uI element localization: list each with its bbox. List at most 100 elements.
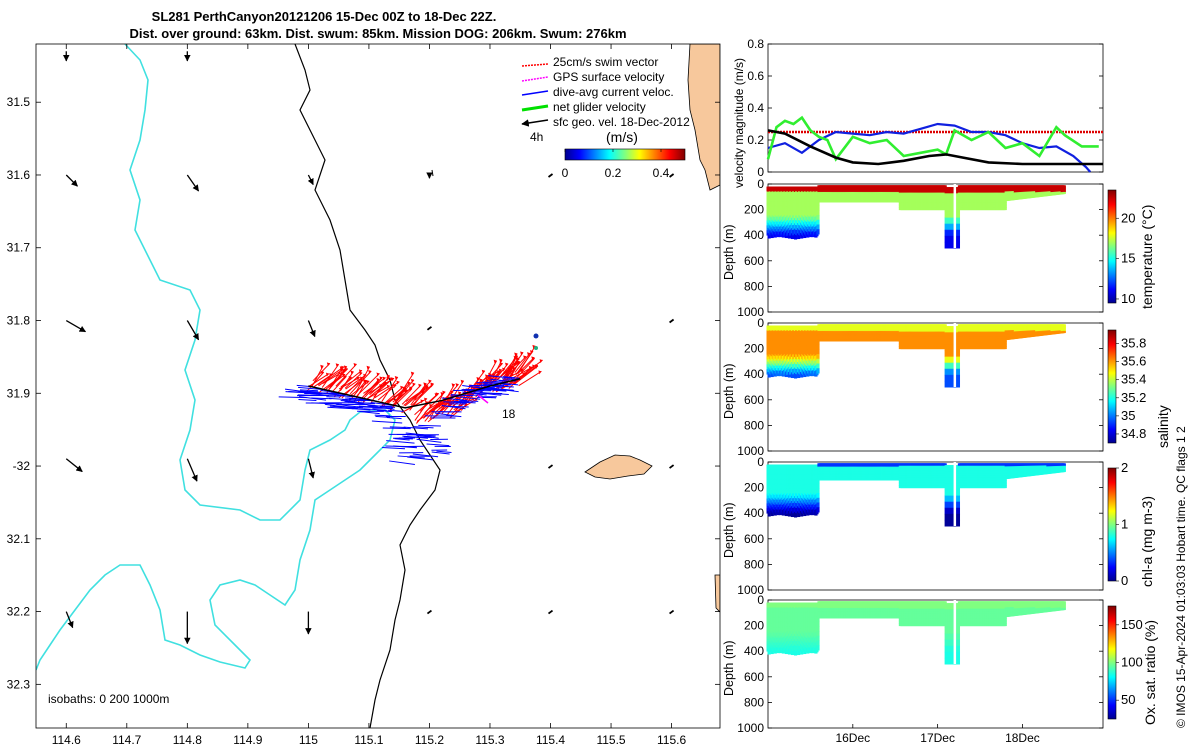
x-tick-label: 115.5	[596, 733, 625, 747]
swim-vector	[381, 376, 399, 402]
current-vector	[387, 409, 404, 412]
scatter-mark	[816, 368, 820, 374]
geo-vector-arrow	[669, 464, 675, 469]
scatter-mark	[956, 235, 961, 243]
scatter-mark	[816, 358, 820, 365]
current-vector	[489, 387, 519, 393]
current-vector	[482, 381, 511, 386]
depth-y-tick-label: 0	[757, 177, 764, 191]
swim-vector	[518, 345, 536, 373]
swim-vector-head	[410, 371, 414, 376]
geo-vector-arrow	[669, 173, 675, 178]
sfc-geo-vector-set	[63, 51, 675, 645]
depth-y-tick-label: 800	[744, 418, 764, 432]
swim-vector-head	[379, 383, 383, 388]
scatter-mark	[816, 363, 820, 369]
colorbar-tick-label: 15	[1121, 251, 1135, 266]
velocity-series-line	[767, 129, 1103, 166]
swim-vector-head	[410, 378, 414, 383]
swim-vector	[335, 363, 357, 387]
swim-vector	[512, 364, 539, 385]
swim-vector	[401, 384, 422, 405]
swim-vector-head	[423, 382, 427, 387]
current-vector	[446, 414, 462, 418]
x-tick-label: 114.7	[112, 733, 141, 747]
land-mainland	[687, 44, 720, 191]
swim-vector-head	[386, 374, 390, 379]
scatter-mark	[816, 354, 820, 360]
legend-entry: dive-avg current veloc.	[553, 85, 674, 99]
swim-vector-head	[320, 364, 324, 369]
geo-vector-arrow	[669, 609, 675, 615]
swim-vector	[345, 374, 367, 390]
swim-vector	[312, 363, 331, 382]
swim-vector	[325, 366, 344, 395]
depth-y-tick-label: 200	[744, 203, 764, 217]
swim-vector-head	[516, 360, 520, 365]
swim-vector	[313, 373, 333, 388]
swim-vector-head	[440, 391, 444, 396]
swim-vector-head	[342, 373, 346, 378]
current-vector	[431, 451, 450, 455]
current-vector	[382, 446, 406, 450]
current-vector	[487, 375, 515, 380]
x-tick-label: 115	[299, 733, 318, 747]
depth-scatter-marks	[766, 184, 1066, 249]
swim-vector-head	[435, 392, 439, 397]
swim-vector-head	[429, 403, 433, 408]
current-vector	[335, 403, 361, 408]
scatter-mark	[816, 229, 820, 235]
isobath-note: isobaths: 0 200 1000m	[48, 692, 169, 706]
scatter-mark	[816, 200, 820, 207]
depth-y-tick-label: 1000	[737, 305, 764, 319]
scatter-mark	[803, 232, 807, 239]
swim-vector-head	[527, 352, 531, 357]
current-vector	[459, 400, 479, 402]
swim-vector	[322, 369, 346, 384]
current-vector	[394, 438, 410, 441]
swim-vector	[364, 377, 383, 396]
y-tick-label: 31.9	[7, 386, 31, 400]
figure-title-line2: Dist. over ground: 63km. Dist. swum: 85k…	[129, 26, 626, 41]
scatter-mark	[790, 233, 795, 240]
velocity-y-tick-label: 0.6	[747, 69, 764, 83]
swim-vector-head	[430, 382, 434, 387]
current-vector	[363, 408, 387, 411]
swim-vector	[482, 362, 503, 385]
colorbar-tick-label: 10	[1121, 291, 1135, 306]
current-vector	[503, 376, 519, 379]
current-vector	[311, 397, 332, 400]
swim-vector-head	[379, 376, 383, 381]
scatter-mark	[793, 233, 798, 240]
x-tick-label: 114.8	[173, 733, 202, 747]
swim-vector-head	[325, 372, 329, 377]
geo-vector-arrow	[426, 326, 432, 331]
map-axes: 114.6 114.7 114.8 114.9 115 115.1 115.2 115.3 11…	[7, 44, 720, 747]
swim-vector-head	[339, 366, 343, 371]
map-panel: 18 isobaths: 0 200 1000m 114.6 114.7 114.8…	[7, 43, 721, 747]
swim-vector-head	[353, 363, 357, 368]
y-tick-label: 31.7	[7, 241, 31, 255]
geo-vector-arrow	[65, 174, 78, 187]
current-vector	[386, 417, 402, 420]
colorbar-tick-label: 20	[1121, 210, 1135, 225]
x-tick-label: 115.1	[354, 733, 383, 747]
scatter-mark	[787, 232, 792, 239]
scatter-mark	[956, 217, 961, 225]
x-tick-label: 115.3	[475, 733, 504, 747]
scatter-mark	[816, 224, 820, 230]
swim-vector	[374, 381, 400, 399]
current-vector	[403, 436, 433, 439]
y-tick-label: 32.2	[7, 605, 31, 619]
swim-vector	[438, 383, 459, 408]
current-vector	[493, 382, 519, 386]
scatter-mark	[770, 232, 774, 239]
map-annotation-18: 18	[502, 407, 516, 421]
swim-vector-head	[382, 376, 386, 381]
current-vector	[367, 405, 395, 410]
legend-entry: net glider velocity	[553, 100, 646, 114]
swim-vector-head	[359, 371, 363, 376]
legend-entry: 25cm/s swim vector	[553, 55, 658, 69]
swim-vector-head	[451, 383, 455, 388]
scatter-mark	[1062, 192, 1066, 195]
